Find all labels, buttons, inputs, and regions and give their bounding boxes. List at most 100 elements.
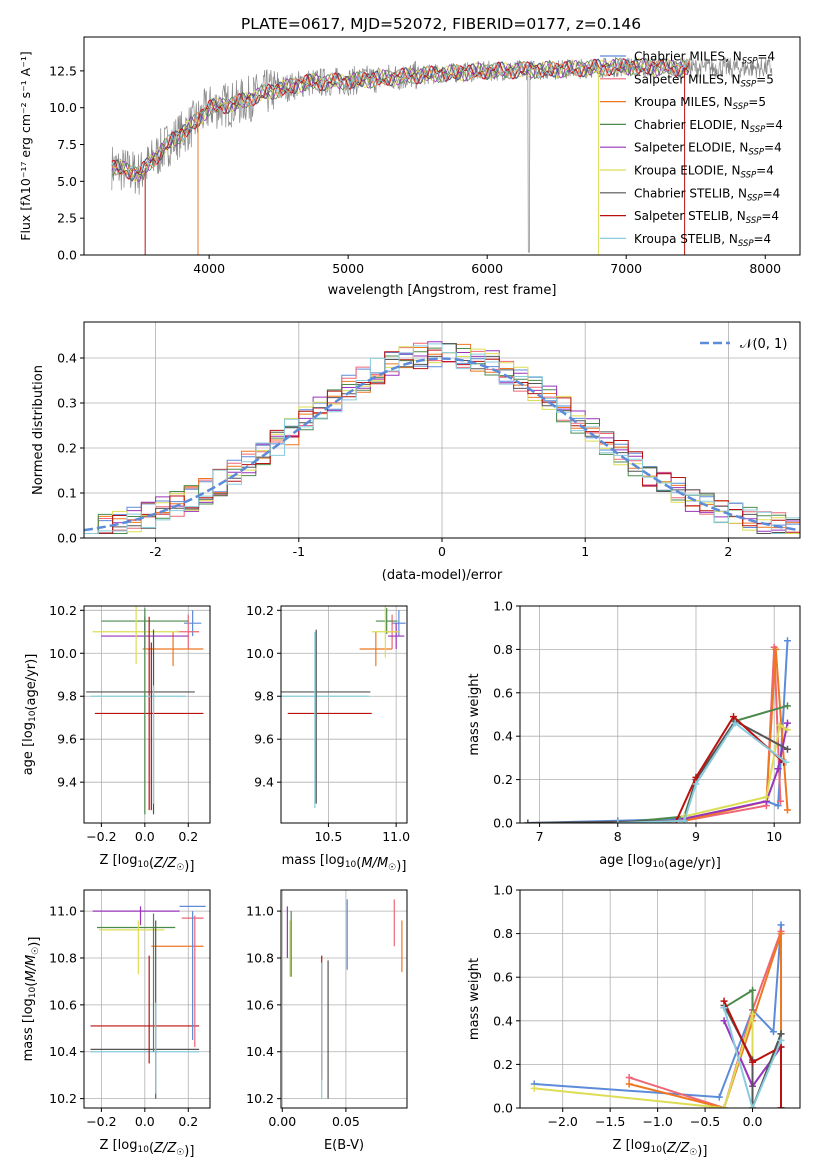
- y-tick-label: 10.0: [49, 100, 77, 115]
- y-tick-label: 0.6: [493, 970, 513, 985]
- mass-weight-point: [783, 726, 791, 734]
- y-tick-label: 10.4: [246, 1044, 274, 1059]
- x-axis-label: age [log10(age/yr)]: [599, 853, 721, 871]
- histogram-step: [84, 341, 800, 534]
- x-tick-label: −1.0: [642, 1114, 672, 1129]
- y-tick-label: 0.2: [57, 441, 77, 456]
- legend-label: Salpeter MILES, NSSP=5: [634, 72, 774, 89]
- histogram-step: [84, 343, 800, 534]
- legend-label: 𝒩(0, 1): [740, 337, 787, 352]
- y-tick-label: 9.4: [254, 775, 274, 790]
- mass-weight-point: [783, 745, 791, 753]
- mass-weight-line: [683, 723, 788, 818]
- x-tick-label: 7: [536, 829, 544, 844]
- mass-weight-point: [749, 1010, 757, 1018]
- y-tick-label: 10.2: [49, 1091, 77, 1106]
- y-axis-label: age [log10(age/yr)]: [21, 654, 39, 776]
- y-tick-label: 0.6: [493, 685, 513, 700]
- x-tick-label: 4000: [193, 261, 225, 276]
- age_vs_mass-plot-area: [281, 606, 406, 808]
- y-tick-label: 11.0: [246, 904, 274, 919]
- mass_vs_EBV-plot-area: [286, 899, 403, 1099]
- y-axis-label: Flux [fλ10⁻¹⁷ erg cm⁻² s⁻¹ A⁻¹]: [18, 51, 33, 240]
- x-tick-label: −2.0: [548, 1114, 578, 1129]
- mass-weight-point: [769, 1028, 777, 1036]
- y-tick-label: 7.5: [57, 137, 77, 152]
- x-axis-label: Z [log10(Z/Z☉)]: [100, 853, 195, 874]
- mass-weight-point: [749, 1104, 757, 1108]
- model-spectrum-line: [111, 57, 690, 182]
- legend-label: Chabrier STELIB, NSSP=4: [634, 186, 780, 203]
- histogram-step: [84, 343, 800, 534]
- spectrum-plot-area: [111, 55, 773, 255]
- mass-weight-point: [777, 921, 785, 929]
- axes-frame: [83, 889, 211, 1109]
- legend-label: Kroupa STELIB, NSSP=4: [634, 232, 771, 249]
- y-tick-label: 0.2: [493, 1057, 513, 1072]
- mass-weight-point: [692, 780, 700, 788]
- mass-weight-point: [783, 702, 791, 710]
- model-spectrum-line: [111, 58, 689, 183]
- x-axis-label: E(B-V): [324, 1138, 364, 1153]
- y-tick-label: 0.0: [493, 816, 513, 831]
- mass-weight-point: [782, 758, 790, 766]
- mass-weight-point: [715, 1093, 723, 1101]
- y-tick-label: 0.4: [493, 729, 513, 744]
- histogram-step: [84, 342, 800, 534]
- x-tick-label: 0.0: [743, 1114, 763, 1129]
- residual_histogram-panel: -2 -1 0 1 2 0.0 0.1 0.2 0.3 0.4 𝒩(0, 1) (data-model…: [31, 321, 801, 583]
- mass-weight-point: [692, 773, 700, 781]
- mass-weight-point: [776, 797, 784, 805]
- y-tick-label: 10.8: [246, 950, 274, 965]
- mass_vs_EBV-panel: 0.00 0.05 10.2 10.4 10.6 10.8 11.0 E(B-V): [246, 889, 408, 1153]
- normal-curve: [84, 357, 800, 532]
- mass_vs_Z-plot-area: [90, 905, 206, 1099]
- y-tick-label: 0.1: [57, 486, 77, 501]
- legend-label: Chabrier MILES, NSSP=4: [634, 50, 775, 67]
- age_vs_mass-panel: 10.5 11.0 9.4 9.6 9.8 10.0 10.2 mass [log10(M/M…: [246, 603, 410, 874]
- y-axis-label: Normed distribution: [31, 365, 46, 495]
- mass-weight-point: [730, 713, 738, 721]
- y-tick-label: 0.8: [493, 642, 513, 657]
- mass-weight-line: [617, 647, 782, 823]
- y-tick-label: 9.4: [57, 775, 77, 790]
- y-tick-label: 10.6: [246, 997, 274, 1012]
- mass-weight-point: [731, 719, 739, 727]
- mass-weight-point: [680, 817, 688, 823]
- mass_vs_Z-panel: −0.2 0.0 0.2 10.2 10.4 10.6 10.8 11.0 Z [log10(Z…: [21, 889, 211, 1159]
- y-tick-label: 10.4: [49, 1044, 77, 1059]
- mass-weight-point: [772, 645, 780, 653]
- mass-weight-point: [776, 721, 784, 729]
- x-tick-label: 10: [766, 829, 782, 844]
- legend-label: Chabrier ELODIE, NSSP=4: [634, 118, 783, 135]
- x-axis-label: Z [log10(Z/Z☉)]: [100, 1138, 195, 1159]
- histogram-step: [84, 343, 800, 534]
- mass-weight-point: [625, 1073, 633, 1081]
- y-tick-label: 0.8: [493, 926, 513, 941]
- x-tick-label: 11.0: [382, 829, 410, 844]
- y-tick-label: 0.4: [57, 351, 77, 366]
- mass-weight-point: [783, 637, 791, 645]
- mass-weight-point: [774, 802, 782, 810]
- mass-weight-point: [777, 1104, 785, 1108]
- y-tick-label: 10.0: [246, 646, 274, 661]
- mass-weight-point: [774, 765, 782, 773]
- mass_weight_vs_Z-plot-area: [530, 921, 785, 1108]
- y-tick-label: 2.5: [57, 211, 77, 226]
- x-tick-label: 5000: [332, 261, 364, 276]
- axes-frame: [83, 605, 211, 824]
- mass-weight-line: [617, 721, 787, 823]
- histogram-step: [84, 343, 800, 534]
- mass-weight-point: [625, 1080, 633, 1088]
- mass_weight_vs_Z-panel: −2.0 −1.5 −1.0 −0.5 0.0 0.0 0.2 0.4 0.6 0.8 1.0 Z […: [467, 883, 801, 1159]
- mass-weight-point: [783, 719, 791, 727]
- mass-weight-point: [720, 997, 728, 1005]
- histogram-step: [84, 349, 800, 534]
- axes-frame: [280, 605, 408, 824]
- x-tick-label: −0.2: [86, 1114, 116, 1129]
- y-tick-label: 9.8: [254, 689, 274, 704]
- y-tick-label: 0.4: [493, 1013, 513, 1028]
- x-tick-label: 0.00: [268, 1114, 296, 1129]
- y-tick-label: 1.0: [493, 883, 513, 898]
